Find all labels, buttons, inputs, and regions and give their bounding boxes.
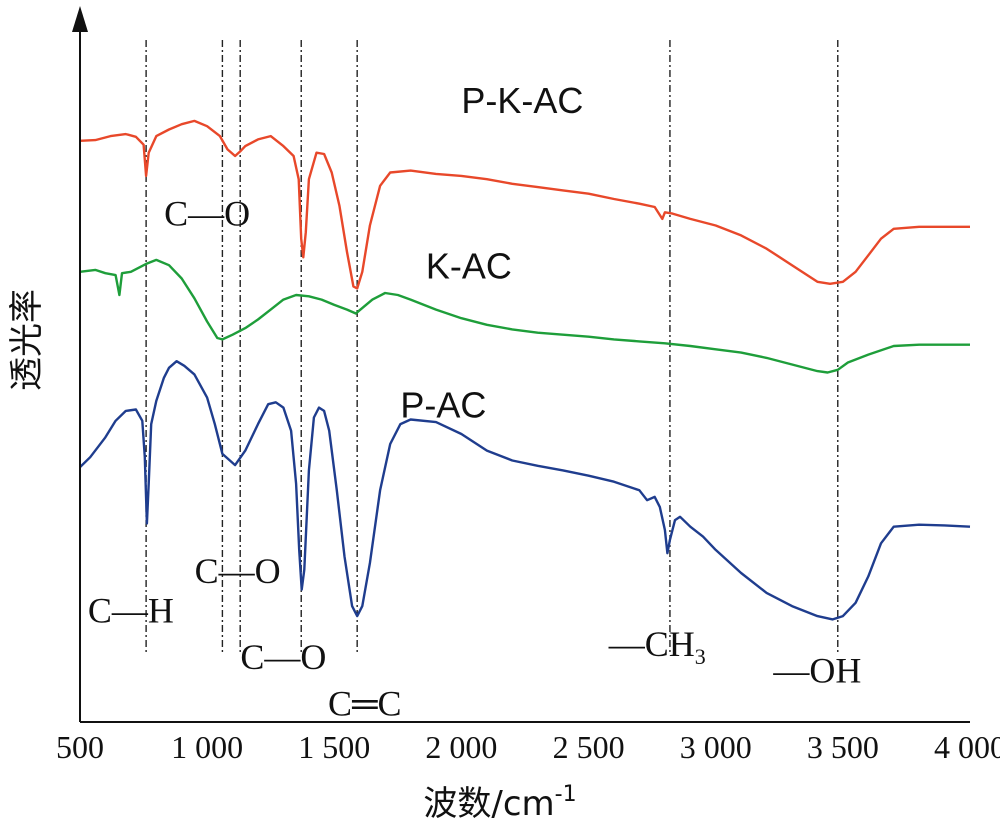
spectrum-curves [79, 119, 971, 621]
series-labels: P-K-AC K-AC P-AC [400, 80, 583, 426]
peak-annotation: —CH3 [608, 624, 706, 669]
x-tick-label: 2 500 [553, 729, 625, 765]
series-label-k-ac: K-AC [426, 245, 512, 286]
x-tick-labels: 500 1 000 1 500 2 000 2 500 3 000 3 500 4 000 [56, 729, 1000, 765]
series-line-k-ac [79, 258, 970, 374]
axes [72, 6, 970, 723]
series-label-p-k-ac: P-K-AC [461, 80, 583, 121]
x-tick-label: 2 000 [425, 729, 497, 765]
peak-annotation: C—O [164, 194, 250, 234]
series-line-p-k-ac [79, 119, 970, 290]
peak-annotation: C—O [195, 551, 281, 591]
x-tick-label: 3 000 [680, 729, 752, 765]
x-tick-label: 1 500 [298, 729, 370, 765]
peak-annotation: C—O [240, 637, 326, 677]
y-axis-title: 透光率 [7, 289, 47, 391]
peak-annotation: —OH [772, 650, 861, 690]
x-tick-label: 1 000 [171, 729, 243, 765]
x-axis-title: 波数/cm-1 [423, 782, 576, 824]
x-tick-label: 3 500 [807, 729, 879, 765]
x-tick-label: 500 [56, 729, 104, 765]
peak-annotations: C—OC—OC—HC—OC═C—CH3 —OH [88, 194, 862, 724]
series-line-p-ac [79, 360, 971, 621]
series-label-p-ac: P-AC [400, 384, 486, 425]
x-tick-label: 4 000 [934, 729, 1000, 765]
peak-annotation: C═C [328, 683, 402, 723]
y-axis-arrow [72, 6, 88, 32]
peak-annotation: C—H [88, 591, 174, 631]
